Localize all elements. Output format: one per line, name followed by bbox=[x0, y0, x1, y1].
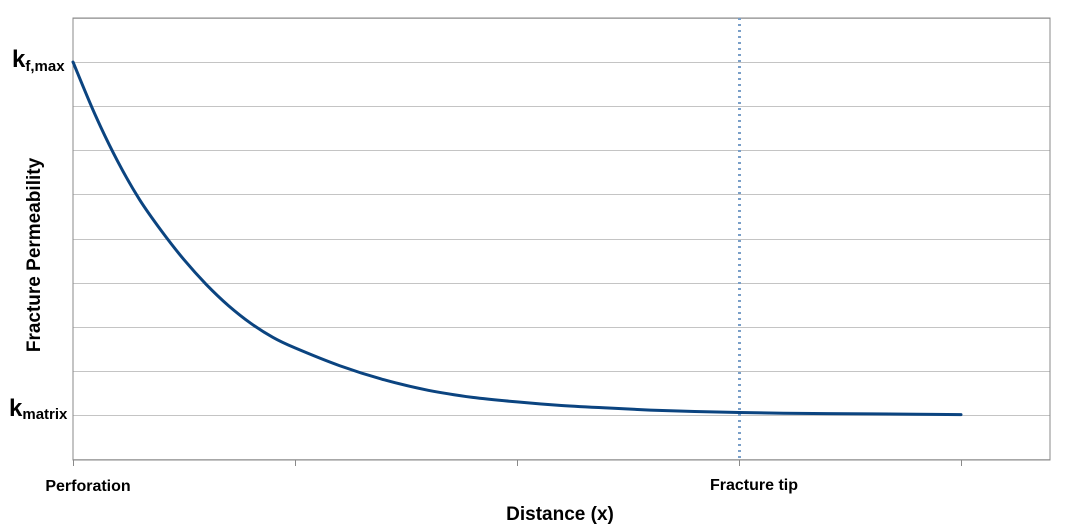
gridlines bbox=[73, 18, 1050, 460]
series-line bbox=[71, 60, 963, 417]
y-tick-bottom-base: k bbox=[9, 395, 23, 422]
y-axis-title: Fracture Permeability bbox=[24, 157, 45, 352]
y-tick-top-base: k bbox=[12, 46, 26, 73]
x-tick-label-perforation: Perforation bbox=[45, 478, 130, 495]
y-tick-label-bottom: kmatrix bbox=[9, 395, 68, 423]
x-axis-ticks bbox=[73, 460, 962, 466]
y-tick-top-sub: f,max bbox=[25, 58, 65, 75]
x-tick-label-fracture-tip: Fracture tip bbox=[710, 477, 798, 494]
y-tick-label-top: kf,max bbox=[12, 46, 65, 75]
plot-area-border bbox=[72, 17, 1051, 461]
x-axis-title: Distance (x) bbox=[506, 504, 614, 525]
y-tick-bottom-sub: matrix bbox=[22, 406, 68, 423]
